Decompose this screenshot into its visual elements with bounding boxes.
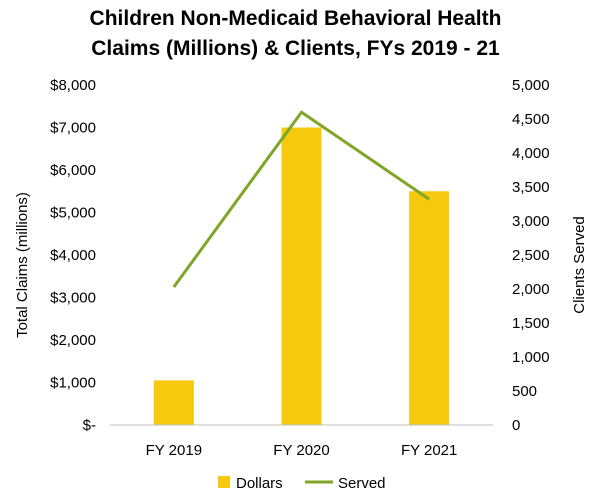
x-tick-label: FY 2019 xyxy=(146,442,202,459)
y-tick-label: $4,000 xyxy=(50,247,96,264)
y-tick-label: $8,000 xyxy=(50,77,96,94)
y2-tick-label: 4,000 xyxy=(512,145,550,162)
y2-tick-label: 0 xyxy=(512,417,520,434)
bar-fy-2019 xyxy=(153,380,194,425)
y2-tick-label: 2,000 xyxy=(512,281,550,298)
y-tick-label: $6,000 xyxy=(50,162,96,179)
y-tick-label: $1,000 xyxy=(50,375,96,392)
y2-tick-label: 3,500 xyxy=(512,179,550,196)
y2-tick-label: 4,500 xyxy=(512,111,550,128)
y2-tick-label: 500 xyxy=(512,383,537,400)
y2-tick-label: 1,500 xyxy=(512,315,550,332)
legend-swatch-dollars xyxy=(218,476,230,488)
legend-label-dollars: Dollars xyxy=(236,475,283,492)
legend-label-served: Served xyxy=(338,475,386,492)
bars-group xyxy=(153,127,450,425)
x-axis-ticks: FY 2019 FY 2020 FY 2021 xyxy=(146,442,458,459)
line-layer xyxy=(172,110,431,288)
bar-fy-2021 xyxy=(409,191,450,425)
y2-axis-ticks: 0 500 1,000 1,500 2,000 2,500 3,000 3,500 4,000 4… xyxy=(512,77,550,434)
y-tick-label: $5,000 xyxy=(50,205,96,222)
legend: Dollars Served xyxy=(218,475,386,492)
y-tick-label: $2,000 xyxy=(50,332,96,349)
y-tick-label: $- xyxy=(83,417,96,434)
served-line xyxy=(172,110,431,288)
y-tick-label: $3,000 xyxy=(50,290,96,307)
y2-tick-label: 5,000 xyxy=(512,77,550,94)
x-tick-label: FY 2020 xyxy=(273,442,329,459)
y2-tick-label: 2,500 xyxy=(512,247,550,264)
y2-tick-label: 1,000 xyxy=(512,349,550,366)
y-axis-ticks: $- $1,000 $2,000 $3,000 $4,000 $5,000 $6,000 $7… xyxy=(50,77,96,434)
bar-fy-2020 xyxy=(281,127,322,425)
y-axis-title: Total Claims (millions) xyxy=(14,192,31,338)
chart-title-line-1: Children Non-Medicaid Behavioral Health xyxy=(89,7,502,30)
y-tick-label: $7,000 xyxy=(50,120,96,137)
y2-tick-label: 3,000 xyxy=(512,213,550,230)
x-tick-label: FY 2021 xyxy=(401,442,457,459)
chart-title: Children Non-Medicaid Behavioral Health … xyxy=(0,4,591,64)
y2-axis-title: Clients Served xyxy=(571,216,588,314)
chart-title-line-2: Claims (Millions) & Clients, FYs 2019 - … xyxy=(91,37,500,60)
